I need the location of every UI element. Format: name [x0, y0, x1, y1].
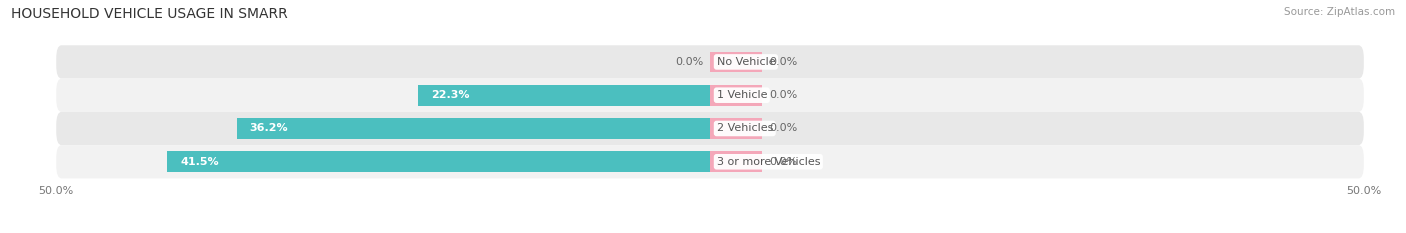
Text: 0.0%: 0.0% [769, 157, 797, 167]
Bar [236, 118, 710, 139]
Legend: Owner-occupied, Renter-occupied: Owner-occupied, Renter-occupied [591, 230, 830, 233]
Bar [419, 85, 710, 106]
Text: 41.5%: 41.5% [180, 157, 219, 167]
Text: 3 or more Vehicles: 3 or more Vehicles [717, 157, 820, 167]
Text: 0.0%: 0.0% [675, 57, 703, 67]
Text: 1 Vehicle: 1 Vehicle [717, 90, 768, 100]
Text: 36.2%: 36.2% [250, 123, 288, 134]
Bar [710, 51, 762, 72]
Text: 2 Vehicles: 2 Vehicles [717, 123, 773, 134]
Text: HOUSEHOLD VEHICLE USAGE IN SMARR: HOUSEHOLD VEHICLE USAGE IN SMARR [11, 7, 288, 21]
FancyBboxPatch shape [56, 45, 1364, 79]
Bar [710, 85, 762, 106]
Text: No Vehicle: No Vehicle [717, 57, 775, 67]
FancyBboxPatch shape [56, 112, 1364, 145]
Text: 22.3%: 22.3% [432, 90, 470, 100]
Text: Source: ZipAtlas.com: Source: ZipAtlas.com [1284, 7, 1395, 17]
Bar [167, 151, 710, 172]
Bar [710, 118, 762, 139]
Text: 0.0%: 0.0% [769, 123, 797, 134]
Text: 0.0%: 0.0% [769, 90, 797, 100]
FancyBboxPatch shape [56, 145, 1364, 178]
FancyBboxPatch shape [56, 79, 1364, 112]
Text: 0.0%: 0.0% [769, 57, 797, 67]
Bar [710, 151, 762, 172]
